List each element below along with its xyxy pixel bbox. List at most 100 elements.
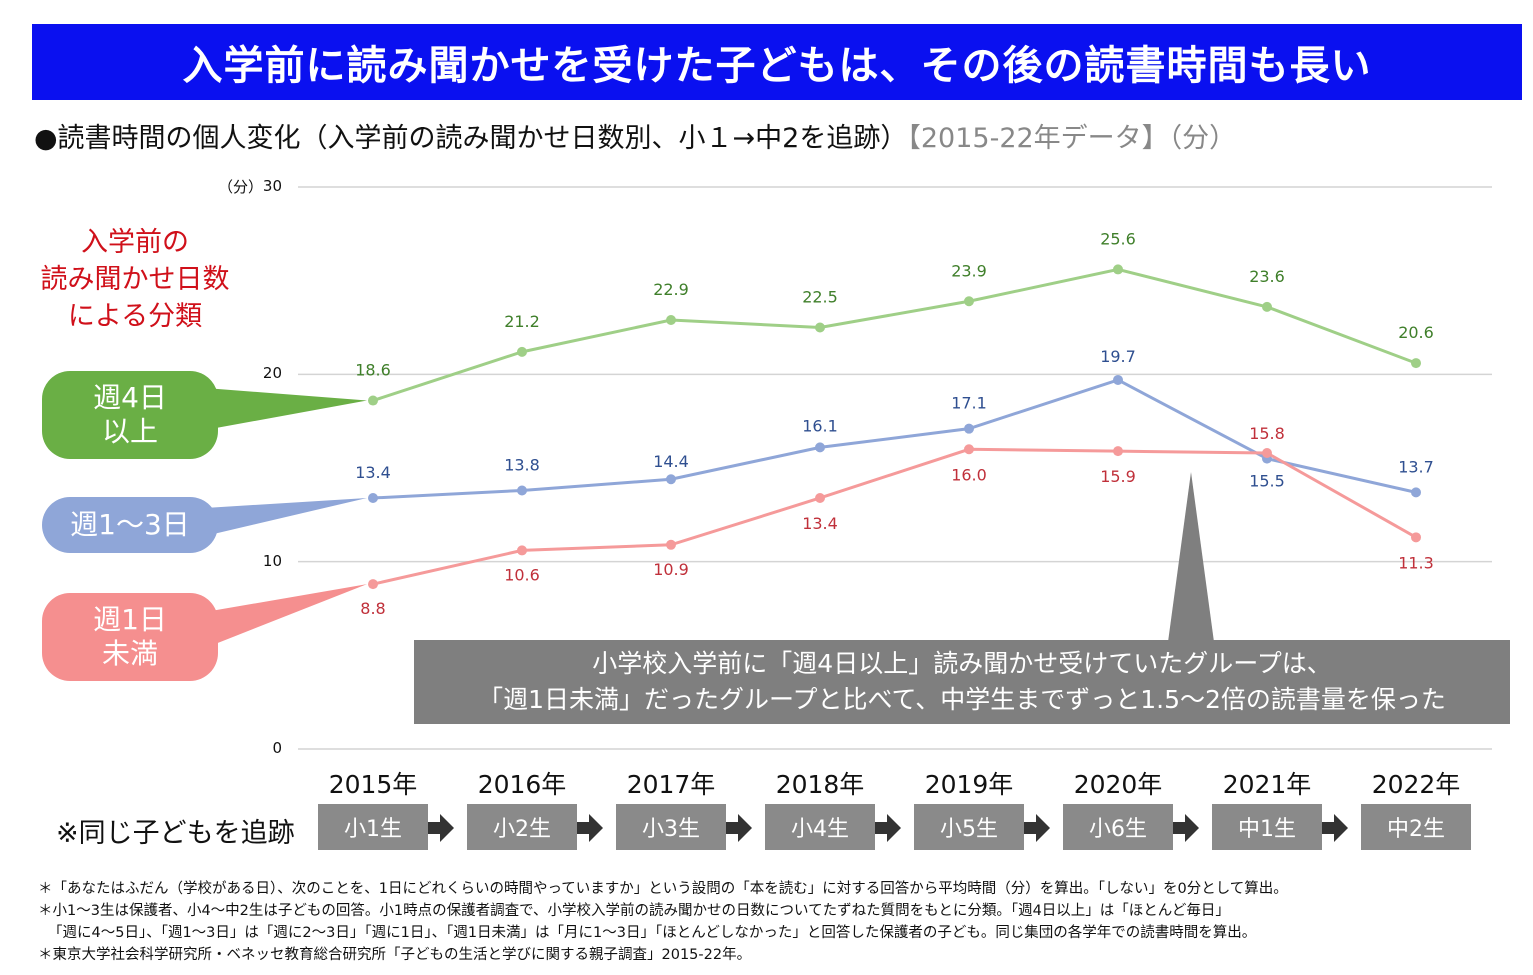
legend-pointer <box>205 388 367 430</box>
data-point <box>1411 358 1421 369</box>
grade-box: 小5生 <box>914 804 1024 850</box>
y-tick-label: 20 <box>262 364 282 383</box>
footnote: 「週に4～5日」、「週1～3日」は「週に2～3日」「週に1日」、「週1日未満」は… <box>48 925 1257 941</box>
classification-line: による分類 <box>67 301 203 332</box>
grade-box: 小2生 <box>467 804 577 850</box>
data-point <box>815 442 825 453</box>
data-label: 16.1 <box>802 416 838 435</box>
chart-subtitle: ●読書時間の個人変化（入学前の読み聞かせ日数別、小１→中2を追跡）【2015-2… <box>34 116 1236 155</box>
legend-label: 週4日 <box>93 381 167 414</box>
data-point <box>964 296 974 307</box>
grade-box: 小6生 <box>1063 804 1173 850</box>
data-label: 21.2 <box>504 312 540 331</box>
data-point <box>964 444 974 455</box>
data-point <box>666 315 676 326</box>
legend-pointer <box>205 584 367 648</box>
data-point <box>964 423 974 434</box>
data-point <box>666 474 676 485</box>
data-point <box>368 579 378 590</box>
subtitle-data-range: 【2015-22年データ】 <box>907 123 1169 154</box>
data-label: 15.5 <box>1249 472 1285 491</box>
y-tick-label: 10 <box>262 551 282 570</box>
x-tick-label: 2021年 <box>1223 770 1312 799</box>
legend-label: 未満 <box>101 637 158 670</box>
series-line <box>372 447 1417 586</box>
subtitle-main: ●読書時間の個人変化（入学前の読み聞かせ日数別、小１→中2を追跡） <box>34 123 908 154</box>
data-label: 10.9 <box>653 560 689 579</box>
data-point <box>1113 374 1123 385</box>
data-label: 18.6 <box>355 361 391 380</box>
data-label: 20.6 <box>1398 323 1434 342</box>
data-point <box>1262 448 1272 459</box>
data-label: 13.8 <box>504 455 540 474</box>
data-label: 17.1 <box>951 394 987 413</box>
data-label: 15.8 <box>1249 424 1285 443</box>
callout-line: 小学校入学前に「週4日以上」読み聞かせ受けていたグループは、 <box>592 649 1332 678</box>
data-label: 25.6 <box>1100 229 1136 248</box>
footnote: ＊東京大学社会科学研究所・ベネッセ教育総合研究所「子どもの生活と学びに関する親子… <box>38 947 752 963</box>
data-label: 13.7 <box>1398 457 1434 476</box>
footnotes: ＊「あなたはふだん（学校がある日）、次のことを、1日にどれくらいの時間やっていま… <box>38 878 1288 966</box>
x-tick-label: 2016年 <box>478 770 567 799</box>
x-tick-label: 2019年 <box>925 770 1014 799</box>
data-label: 14.4 <box>653 452 689 471</box>
data-label: 22.5 <box>802 288 838 307</box>
x-tick-label: 2018年 <box>776 770 865 799</box>
grade-box: 小1生 <box>318 804 428 850</box>
grade-box: 小3生 <box>616 804 726 850</box>
legend-bubble-1-3days: 週1～3日 <box>42 497 218 553</box>
legend-bubble-4days-plus: 週4日 以上 <box>42 371 218 459</box>
data-point <box>815 322 825 333</box>
data-point <box>1262 301 1272 312</box>
data-point <box>1113 446 1123 457</box>
data-label: 16.0 <box>951 465 987 484</box>
data-point <box>815 492 825 503</box>
data-label: 22.9 <box>653 280 689 299</box>
data-label: 13.4 <box>802 514 838 533</box>
data-point <box>517 485 527 496</box>
grade-box: 小4生 <box>765 804 875 850</box>
callout-line: 「週1日未満」だったグループと比べて、中学生までずっと1.5～2倍の読書量を保っ… <box>478 685 1446 714</box>
data-label: 15.9 <box>1100 467 1136 486</box>
data-point <box>368 395 378 406</box>
footnote: ＊小1～3生は保護者、小4～中2生は子どもの回答。小1時点の保護者調査で、小学校… <box>38 903 1230 919</box>
banner-title: 入学前に読み聞かせを受けた子どもは、その後の読書時間も長い <box>32 24 1522 100</box>
data-point <box>517 346 527 357</box>
legend-bubble-under-1day: 週1日 未満 <box>42 593 218 681</box>
x-tick-label: 2017年 <box>627 770 716 799</box>
classification-label: 入学前の 読み聞かせ日数 による分類 <box>30 224 240 335</box>
data-point <box>1411 532 1421 543</box>
data-label: 23.6 <box>1249 267 1285 286</box>
x-tick-label: 2022年 <box>1372 770 1461 799</box>
callout-pointer <box>1168 472 1214 642</box>
y-tick-label: 30 <box>262 177 282 195</box>
data-label: 23.9 <box>951 261 987 280</box>
legend-pointer <box>205 497 367 536</box>
x-tick-label: 2015年 <box>329 770 418 799</box>
data-point <box>368 492 378 503</box>
data-point <box>1411 487 1421 498</box>
series-line <box>372 267 1417 402</box>
tracking-note: ※同じ子どもを追跡 <box>56 818 295 849</box>
x-tick-label: 2020年 <box>1074 770 1163 799</box>
data-label: 8.8 <box>360 599 385 618</box>
legend-label: 以上 <box>101 415 158 448</box>
data-point <box>666 539 676 550</box>
series-line <box>372 378 1417 500</box>
data-point <box>1113 264 1123 275</box>
data-point <box>517 545 527 556</box>
subtitle-unit: （分） <box>1168 123 1237 154</box>
legend-label: 週1～3日 <box>70 508 190 541</box>
data-label: 10.6 <box>504 565 540 584</box>
data-label: 19.7 <box>1100 347 1136 366</box>
legend-label: 週1日 <box>93 603 167 636</box>
y-tick-label: 0 <box>272 739 282 757</box>
callout-box: 小学校入学前に「週4日以上」読み聞かせ受けていたグループは、 「週1日未満」だっ… <box>414 640 1510 724</box>
data-label: 13.4 <box>355 463 391 482</box>
data-label: 11.3 <box>1398 553 1434 572</box>
grade-box: 中2生 <box>1361 804 1471 850</box>
grade-box: 中1生 <box>1212 804 1322 850</box>
classification-line: 入学前の <box>81 227 189 258</box>
footnote: ＊「あなたはふだん（学校がある日）、次のことを、1日にどれくらいの時間やっていま… <box>38 881 1288 897</box>
